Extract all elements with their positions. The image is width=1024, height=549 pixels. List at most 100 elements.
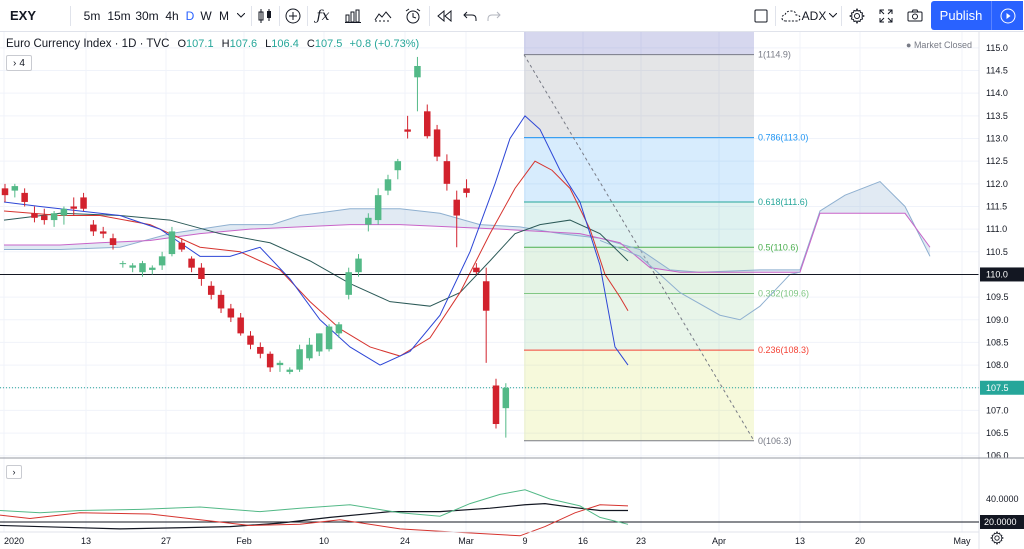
- candle-body: [315, 333, 323, 352]
- play-icon[interactable]: [991, 1, 1023, 30]
- ma-fast-line: [3, 115, 629, 366]
- candle-body: [50, 213, 58, 221]
- candle-body: [414, 65, 421, 78]
- price-axis-tick: 114.0: [986, 88, 1008, 98]
- templates-icon[interactable]: [370, 0, 396, 31]
- lower-pane-toggle[interactable]: ›: [6, 465, 22, 479]
- candle-body: [149, 267, 156, 270]
- candle-body: [11, 186, 19, 191]
- candle-body: [41, 215, 48, 221]
- candle-body: [129, 265, 136, 268]
- candle-body: [296, 349, 303, 370]
- candle-body: [60, 208, 68, 216]
- time-axis-tick: 13: [81, 536, 91, 546]
- candle-body: [374, 195, 382, 221]
- indicator-count: 4: [19, 57, 25, 69]
- camera-icon[interactable]: [903, 0, 927, 31]
- chevron-right-icon: ›: [12, 467, 16, 477]
- gear-icon[interactable]: [845, 0, 869, 31]
- fib-level-label: 0.618(111.6): [758, 197, 808, 207]
- fullscreen-icon[interactable]: [874, 0, 898, 31]
- candle-body: [31, 213, 38, 218]
- price-label-bg: [980, 380, 1024, 395]
- candle-body: [99, 231, 107, 234]
- time-axis-tick: Apr: [712, 536, 726, 546]
- legend-title: Euro Currency Index · 1D · TVC: [6, 38, 170, 50]
- candle-body: [404, 129, 411, 132]
- interval-30m-button[interactable]: 30m: [135, 8, 159, 23]
- study-template-button[interactable]: ADX: [801, 8, 827, 23]
- candle-body: [443, 161, 451, 184]
- chevron-down-icon[interactable]: [826, 0, 840, 31]
- redo-icon[interactable]: [483, 0, 505, 31]
- fib-trend-line: [523, 54, 755, 442]
- layout-square-icon[interactable]: [750, 0, 772, 31]
- interval-d-button[interactable]: D: [185, 8, 195, 23]
- financials-icon[interactable]: [340, 0, 366, 31]
- legend-open-label: O: [177, 38, 187, 50]
- ichimoku-cloud: [4, 181, 930, 273]
- fib-zone: [524, 32, 754, 55]
- price-axis-tick: 113.5: [986, 111, 1008, 121]
- candle-body: [217, 294, 225, 309]
- chart-background: [0, 32, 1024, 549]
- interval-4h-button[interactable]: 4h: [165, 8, 179, 23]
- cloud-span-a: [4, 180, 931, 273]
- fib-level-label: 0(106.3): [758, 436, 792, 446]
- fib-level-label: 0.786(113.0): [758, 133, 808, 143]
- price-axis-tick: 114.5: [986, 66, 1008, 76]
- price-axis-tick: 111.5: [986, 201, 1007, 211]
- candle-body: [168, 231, 176, 255]
- candle-body: [453, 199, 460, 216]
- time-axis-tick: May: [953, 536, 971, 546]
- price-axis-tick: 112.5: [986, 156, 1008, 166]
- toolbar-divider: [775, 6, 776, 26]
- candle-body: [227, 308, 235, 318]
- symbol-search-button[interactable]: EXY: [10, 8, 37, 23]
- chart-settings-gear-icon[interactable]: [989, 530, 1005, 548]
- candle-body: [433, 129, 441, 157]
- interval-w-button[interactable]: W: [200, 8, 212, 23]
- time-axis-tick: 23: [636, 536, 646, 546]
- legend-change: +0.8 (+0.73%): [349, 38, 420, 50]
- fib-zone: [524, 350, 754, 441]
- fib-zone: [524, 201, 754, 248]
- indicators-toggle[interactable]: › 4: [6, 55, 32, 71]
- market-status-label: Market Closed: [913, 40, 972, 50]
- indicators-fx-icon[interactable]: ƒx: [316, 7, 330, 24]
- candle-body: [109, 238, 117, 245]
- cloud-icon[interactable]: [779, 0, 803, 31]
- interval-15m-button[interactable]: 15m: [107, 8, 131, 23]
- interval-5m-button[interactable]: 5m: [83, 8, 101, 23]
- candle-body: [276, 362, 284, 366]
- price-axis-tick: 108.0: [986, 360, 1009, 370]
- candle-body: [335, 324, 343, 334]
- legend-low-label: L: [265, 38, 272, 50]
- price-axis-tick: 110.5: [986, 247, 1008, 257]
- publish-button[interactable]: Publish: [931, 1, 991, 30]
- price-axis-tick: 106.5: [986, 428, 1009, 438]
- fib-zone: [524, 293, 754, 351]
- time-axis-tick: 13: [795, 536, 805, 546]
- fib-level-label: 0.236(108.3): [758, 345, 809, 355]
- candle-body: [473, 267, 480, 273]
- alert-clock-icon[interactable]: [400, 0, 426, 31]
- price-axis-tick: 106.0: [986, 451, 1009, 461]
- price-label: 107.5: [986, 383, 1009, 393]
- fib-zone: [524, 54, 754, 138]
- candle-body: [1, 188, 9, 196]
- price-axis-tick: 108.5: [986, 337, 1009, 347]
- interval-dropdown-icon[interactable]: [233, 0, 249, 31]
- candle-body: [198, 267, 205, 279]
- candle-body: [482, 281, 490, 311]
- price-chart[interactable]: 1(114.9) 0.786(113.0) 0.618(111.6) 0.5(110.…: [0, 32, 1024, 549]
- undo-icon[interactable]: [459, 0, 481, 31]
- candles-icon[interactable]: [254, 0, 276, 31]
- price-label: 110.0: [986, 269, 1008, 279]
- candle-body: [70, 206, 77, 209]
- replay-icon[interactable]: [432, 0, 456, 31]
- legend-close-value: 107.5: [314, 38, 343, 50]
- toolbar-divider: [251, 6, 252, 26]
- interval-m-button[interactable]: M: [219, 8, 229, 23]
- compare-plus-icon[interactable]: [282, 0, 304, 31]
